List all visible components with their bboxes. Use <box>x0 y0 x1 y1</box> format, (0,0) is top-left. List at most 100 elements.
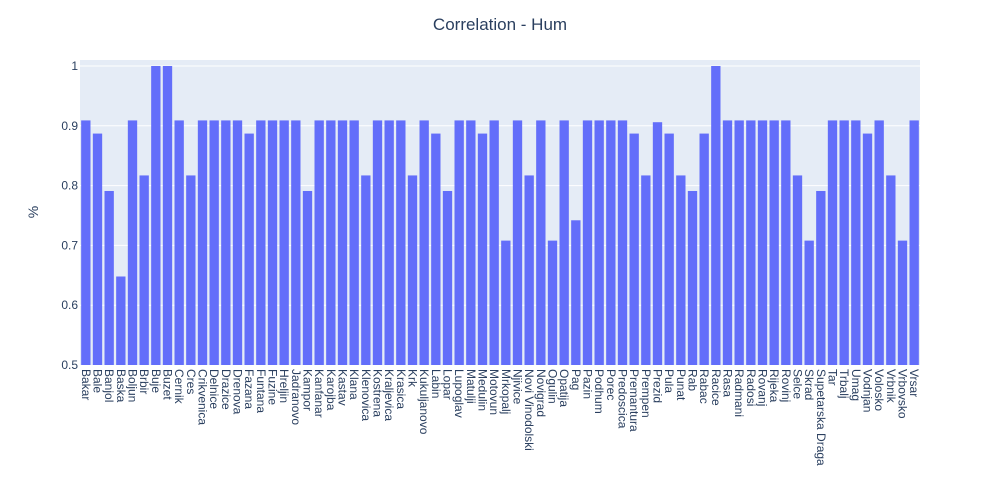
bar <box>594 120 604 365</box>
x-tick-label: Punat <box>674 369 688 401</box>
x-tick-label: Buje <box>149 369 163 393</box>
bar <box>792 175 803 365</box>
bar <box>827 120 838 365</box>
bar <box>139 175 149 365</box>
bar <box>361 175 371 365</box>
x-tick-label: Bakar <box>79 369 93 400</box>
x-tick-label: Medulin <box>476 369 490 411</box>
x-tick-label: Ogulin <box>546 369 560 404</box>
bars <box>81 66 919 365</box>
x-tick-label: Trbalj <box>837 369 851 399</box>
x-tick-label: Brbir <box>137 369 151 394</box>
bar <box>221 120 231 365</box>
bar <box>536 120 546 365</box>
bar <box>699 133 709 365</box>
x-tick-label: Opatija <box>557 369 571 407</box>
bar <box>711 66 721 365</box>
x-tick-label: Novigrad <box>534 369 548 417</box>
bar <box>676 175 686 365</box>
bar <box>816 190 826 365</box>
x-tick-label: Novi Vinodolski <box>522 369 536 451</box>
x-tick-label: Vrbnik <box>884 369 898 404</box>
bar <box>897 240 908 365</box>
bar <box>559 120 569 365</box>
grid-lines <box>80 65 920 306</box>
bar <box>629 133 639 365</box>
x-tick-label: Kukuljanovo <box>417 369 431 435</box>
bar <box>396 120 406 365</box>
y-tick-label: 0.8 <box>61 179 78 193</box>
x-tick-label: Kraljevica <box>382 369 396 421</box>
x-tick-label: Radosi <box>744 369 758 406</box>
bar <box>209 120 219 365</box>
bar <box>326 120 336 365</box>
bar <box>337 120 348 365</box>
x-tick-label: Jadranovo <box>289 369 303 425</box>
bar <box>746 120 756 365</box>
bar <box>314 120 324 365</box>
bar <box>162 66 173 365</box>
bar <box>244 133 254 365</box>
x-tick-label: Porec <box>604 369 618 400</box>
x-tick-label: Umag <box>849 369 863 401</box>
y-tick-label: 1 <box>71 59 78 73</box>
bar <box>151 66 161 365</box>
y-tick-label: 0.5 <box>61 358 78 372</box>
bar <box>349 120 359 365</box>
x-tick-label: Boljun <box>126 369 140 402</box>
bar <box>804 240 814 365</box>
x-tick-label: Klenovica <box>359 369 373 421</box>
x-tick-label: Karojba <box>324 369 338 411</box>
bar <box>652 122 663 365</box>
x-tick-label: Volosko <box>872 369 886 411</box>
bar <box>851 120 861 365</box>
x-tick-label: Lopar <box>441 369 455 400</box>
bar <box>267 120 278 365</box>
bar <box>687 190 698 365</box>
bar <box>839 120 849 365</box>
x-tick-label: Prempen <box>639 369 653 418</box>
x-tick-label: Skrad <box>802 369 816 400</box>
bar <box>524 175 534 365</box>
x-tick-label: Kampor <box>301 369 315 411</box>
bar <box>547 240 558 365</box>
y-axis-label: % <box>25 206 41 218</box>
bar <box>92 133 103 365</box>
bar <box>489 120 499 365</box>
bar <box>617 120 628 365</box>
x-tick-label: Mrkopalj <box>499 369 513 414</box>
bar <box>582 120 593 365</box>
bar <box>442 190 453 365</box>
bar <box>372 120 383 365</box>
x-tick-label: Krasica <box>394 369 408 409</box>
x-tick-label: Funtana <box>254 369 268 413</box>
bar <box>757 120 768 365</box>
bar <box>454 120 464 365</box>
x-tick-label: Drazice <box>219 369 233 410</box>
bar <box>197 120 208 365</box>
x-tick-label: Rovinj <box>779 369 793 402</box>
x-tick-label: Cernik <box>172 369 186 405</box>
x-tick-label: Hreljin <box>277 369 291 403</box>
x-tick-label: Prezid <box>651 369 665 403</box>
x-tick-label: Matulji <box>464 369 478 404</box>
bar <box>571 220 581 365</box>
x-tick-label: Podhum <box>592 369 606 414</box>
x-tick-label: Bale <box>91 369 105 393</box>
bar <box>419 120 429 365</box>
x-tick-label: Vrsar <box>907 369 921 397</box>
x-tick-label: Rovanj <box>756 369 770 406</box>
bar <box>104 190 114 365</box>
x-tick-label: Cres <box>184 369 198 394</box>
bar <box>722 120 733 365</box>
x-tick-label: Pula <box>662 369 676 393</box>
x-tick-label: Pazin <box>581 369 595 399</box>
bar <box>384 120 394 365</box>
bar <box>781 120 791 365</box>
x-tick-label: Predoscica <box>616 369 630 429</box>
bar <box>734 120 744 365</box>
bar <box>862 133 873 365</box>
x-tick-label: Premantura <box>627 369 641 432</box>
bar <box>466 120 476 365</box>
x-tick-label: Vodnjan <box>861 369 875 412</box>
